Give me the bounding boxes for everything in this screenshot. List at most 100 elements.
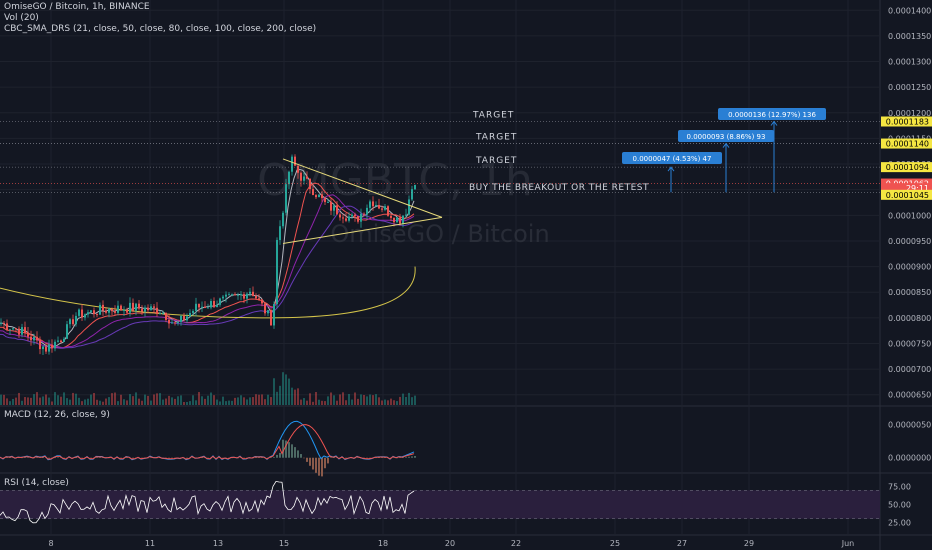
- macd-histogram-bar: [408, 456, 410, 458]
- measure-label: 0.0000136 (12.97%) 136: [728, 111, 816, 119]
- candle-body: [333, 205, 335, 211]
- volume-bar: [153, 394, 155, 405]
- volume-bar: [276, 391, 278, 405]
- candle-body: [315, 195, 317, 198]
- candle-body: [96, 314, 98, 316]
- macd-histogram-bar: [270, 457, 272, 458]
- volume-bar: [270, 397, 272, 405]
- candle-body: [156, 307, 158, 314]
- sma-lines: [0, 168, 416, 349]
- candle-body: [279, 226, 281, 240]
- time-axis[interactable]: 8 11 13 15 18 20 22 25 27 29 Jun: [48, 539, 854, 548]
- volume-bar: [198, 392, 200, 405]
- volume-bar: [324, 401, 326, 405]
- volume-bar: [258, 394, 260, 405]
- volume-bar: [45, 394, 47, 405]
- macd-histogram-bar: [75, 457, 77, 459]
- volume-bar: [123, 399, 125, 405]
- candle-body: [66, 324, 68, 339]
- candle-body: [324, 198, 326, 203]
- macd-histogram-bar: [258, 457, 260, 458]
- candle-body: [141, 308, 143, 312]
- drawings[interactable]: TARGET TARGET TARGET BUY THE BREAKOUT OR TH…: [0, 108, 880, 245]
- price-tick-label: 0.0000700: [888, 365, 931, 374]
- macd-histogram-bar: [63, 457, 65, 459]
- candle-body: [69, 319, 71, 325]
- candle-body: [48, 344, 50, 352]
- volume-bar: [39, 397, 41, 405]
- volume-bar: [243, 397, 245, 405]
- candle-body: [375, 204, 377, 207]
- candle-body: [342, 217, 344, 219]
- macd-histogram-bar: [285, 440, 287, 458]
- macd-histogram-bar: [261, 457, 263, 458]
- candle-body: [33, 336, 35, 341]
- candle-body: [396, 217, 398, 223]
- candle-body: [129, 302, 131, 313]
- volume-bar: [351, 399, 353, 405]
- candle-body: [369, 201, 371, 208]
- candle-body: [270, 310, 272, 326]
- measure-arrowhead: [770, 120, 778, 126]
- candle-body: [258, 298, 260, 300]
- volume-bar: [159, 393, 161, 405]
- candle-body: [159, 313, 161, 315]
- volume-bar: [408, 392, 410, 405]
- triangle-lower: [282, 216, 443, 245]
- candle-body: [327, 201, 329, 203]
- volume-bar: [72, 392, 74, 405]
- macd-histogram-bar: [381, 457, 383, 458]
- price-tick-label: 0.0000950: [888, 237, 931, 246]
- candle-body: [246, 293, 248, 299]
- macd-histogram-bar: [378, 457, 380, 458]
- signal-line: [0, 424, 415, 460]
- macd-histogram-bar: [315, 457, 317, 473]
- candle-body: [81, 309, 83, 318]
- macd-histogram-bar: [141, 457, 143, 459]
- volume-bar: [66, 398, 68, 405]
- candle-body: [180, 315, 182, 323]
- volume-bar: [90, 394, 92, 405]
- candle-body: [384, 206, 386, 210]
- macd-histogram-bar: [222, 457, 224, 459]
- macd-histogram-bar: [333, 457, 335, 459]
- candle-body: [201, 306, 203, 308]
- candle-body: [288, 171, 290, 185]
- volume-bar: [195, 400, 197, 405]
- price-tick-label: 0.0001400: [888, 6, 931, 15]
- candle-body: [126, 309, 128, 313]
- volume-bar: [387, 400, 389, 405]
- candle-body: [411, 189, 413, 200]
- volume-bar: [168, 395, 170, 405]
- candle-body: [351, 214, 353, 217]
- volume-bar: [312, 401, 314, 405]
- time-tick-label: Jun: [841, 539, 855, 548]
- candle-body: [6, 323, 8, 330]
- candle-body: [399, 217, 401, 224]
- macd-histogram-bar: [168, 457, 170, 459]
- candle-body: [162, 312, 164, 314]
- macd-histogram-bar: [297, 450, 299, 458]
- volume-bar: [156, 393, 158, 405]
- macd-histogram-bar: [132, 457, 134, 459]
- macd-histogram-bar: [27, 457, 29, 458]
- time-tick-label: 13: [213, 539, 223, 548]
- macd-histogram-bar: [282, 439, 284, 458]
- volume-bar: [288, 378, 290, 405]
- candle-body: [168, 319, 170, 324]
- price-axis[interactable]: 0.0001400 0.0001350 0.0001300 0.0001250 0.00…: [881, 6, 932, 400]
- candle-body: [300, 172, 302, 181]
- candle-body: [111, 308, 113, 312]
- volume-bar: [6, 398, 8, 405]
- volume-bar: [42, 396, 44, 405]
- candle-body: [195, 303, 197, 311]
- volume-bar: [285, 374, 287, 405]
- candle-body: [405, 214, 407, 216]
- macd-histogram-bar: [90, 457, 92, 459]
- volume-bar: [297, 388, 299, 405]
- price-tick-label: 0.0001200: [888, 109, 931, 118]
- volume-bar: [96, 399, 98, 405]
- macd-histogram-bar: [321, 457, 323, 477]
- candle-body: [372, 201, 374, 207]
